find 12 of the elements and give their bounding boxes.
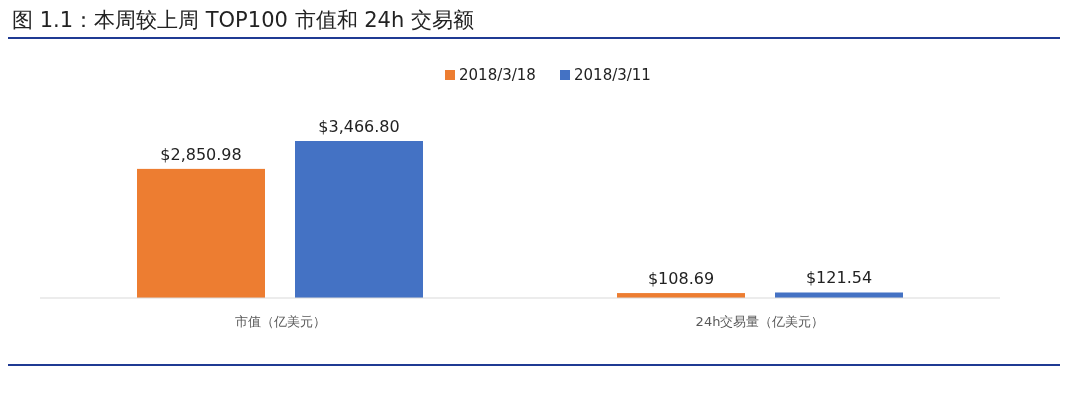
data-label: $121.54 — [805, 268, 873, 288]
bar — [137, 168, 265, 298]
legend-label: 2018/3/11 — [574, 66, 651, 84]
bar — [775, 292, 903, 298]
legend-label: 2018/3/18 — [459, 66, 536, 84]
bar — [295, 141, 423, 298]
data-label: $3,466.80 — [318, 117, 400, 136]
data-label: $108.69 — [647, 269, 715, 289]
x-tick-label: 市值（亿美元） — [234, 314, 326, 329]
chart-title: 图 1.1：本周较上周 TOP100 市值和 24h 交易额 — [12, 8, 474, 32]
data-label: $2,850.98 — [160, 144, 242, 164]
x-tick-label: 24h交易量（亿美元） — [695, 314, 825, 329]
